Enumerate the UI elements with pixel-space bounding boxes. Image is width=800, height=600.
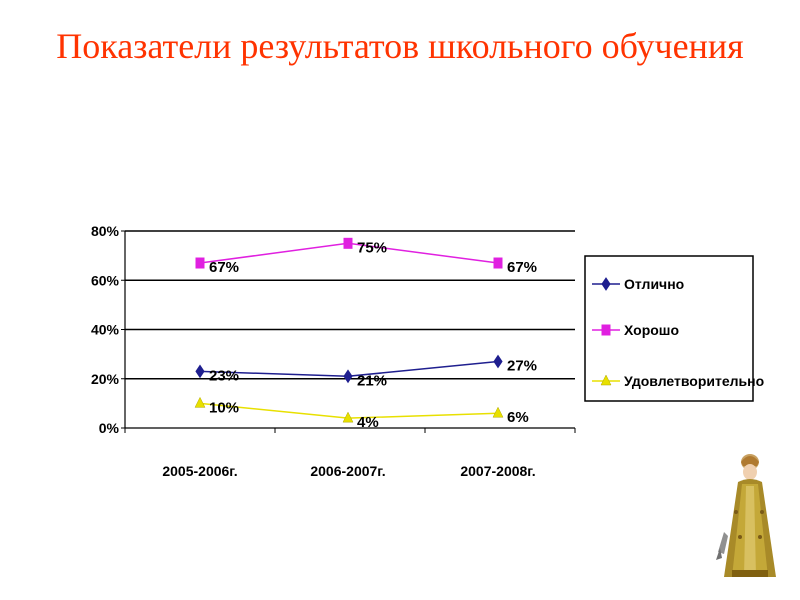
- legend-entry-label: Хорошо: [624, 322, 679, 338]
- x-tick-label: 2007-2008г.: [460, 463, 535, 479]
- y-tick-label: 20%: [91, 371, 120, 387]
- x-tick-label: 2006-2007г.: [310, 463, 385, 479]
- x-axis-ticks: 2005-2006г. 2006-2007г. 2007-2008г.: [162, 463, 535, 479]
- legend-marker: [600, 374, 612, 386]
- data-point: [493, 354, 503, 369]
- data-point: [342, 411, 354, 423]
- y-tick-label: 0%: [99, 420, 120, 436]
- data-point: [194, 396, 206, 408]
- slide-title: Показатели результатов школьного обучени…: [56, 26, 744, 66]
- data-label: 6%: [507, 409, 529, 426]
- series: [194, 237, 504, 423]
- y-tick-label: 80%: [91, 223, 120, 239]
- data-point: [195, 257, 205, 269]
- legend: Отлично Хорошо Удовлетворительно: [584, 255, 764, 402]
- legend-marker: [601, 277, 611, 291]
- data-label: 4%: [357, 414, 379, 431]
- costume-figure-illustration: [716, 454, 776, 577]
- data-label: 10%: [209, 399, 239, 416]
- data-point: [492, 406, 504, 418]
- data-label: 21%: [357, 372, 387, 389]
- data-point: [343, 237, 353, 249]
- data-point: [493, 257, 503, 269]
- legend-box: [584, 255, 754, 402]
- data-point: [195, 364, 205, 379]
- x-tick-label: 2005-2006г.: [162, 463, 237, 479]
- gridlines: [125, 230, 575, 380]
- y-tick-label: 60%: [91, 272, 120, 288]
- data-label: 67%: [209, 259, 239, 276]
- data-point: [343, 369, 353, 384]
- data-label: 75%: [357, 239, 387, 256]
- y-tick-label: 40%: [91, 322, 120, 338]
- legend-entry-label: Отлично: [624, 276, 684, 292]
- legend-marker: [601, 324, 611, 336]
- data-label: 27%: [507, 358, 537, 375]
- data-label: 67%: [507, 259, 537, 276]
- data-label: 23%: [209, 367, 239, 384]
- data-labels: 23% 21% 27% 67% 75% 67% 10% 4% 6%: [209, 239, 537, 431]
- y-axis-ticks: 0% 20% 40% 60% 80%: [91, 223, 120, 436]
- legend-entry-label: Удовлетворительно: [624, 373, 764, 389]
- axes: [121, 230, 576, 433]
